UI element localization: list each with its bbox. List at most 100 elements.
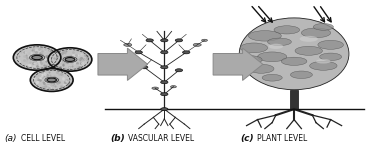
Point bbox=[29, 55, 35, 58]
Point bbox=[46, 51, 51, 53]
Point bbox=[37, 78, 43, 81]
Point bbox=[53, 58, 59, 61]
Point bbox=[50, 79, 55, 81]
Point bbox=[68, 57, 74, 60]
Point bbox=[34, 61, 40, 64]
Ellipse shape bbox=[13, 45, 61, 70]
Point bbox=[67, 56, 73, 59]
Ellipse shape bbox=[313, 24, 333, 30]
Point bbox=[59, 73, 65, 75]
Point bbox=[47, 79, 53, 81]
Point bbox=[50, 78, 56, 80]
Point bbox=[23, 59, 29, 62]
Point bbox=[62, 67, 68, 69]
Ellipse shape bbox=[30, 69, 73, 91]
Point bbox=[42, 57, 48, 60]
Point bbox=[28, 52, 34, 55]
Point bbox=[66, 65, 72, 68]
Point bbox=[41, 77, 47, 80]
Point bbox=[49, 78, 55, 80]
Point bbox=[16, 60, 22, 62]
Point bbox=[33, 58, 39, 60]
Ellipse shape bbox=[316, 59, 331, 64]
Point bbox=[71, 62, 77, 64]
Point bbox=[27, 61, 33, 64]
Point bbox=[65, 59, 71, 61]
Ellipse shape bbox=[193, 43, 201, 46]
Point bbox=[60, 78, 66, 80]
Point bbox=[60, 58, 66, 61]
Point bbox=[45, 79, 51, 82]
Point bbox=[44, 63, 50, 66]
Point bbox=[51, 61, 57, 63]
Point bbox=[58, 85, 64, 88]
Point bbox=[31, 65, 37, 67]
Point bbox=[31, 61, 37, 64]
Point bbox=[60, 64, 66, 66]
Point bbox=[28, 56, 33, 58]
Point bbox=[44, 74, 50, 76]
Point bbox=[75, 66, 80, 68]
Point bbox=[47, 80, 53, 83]
Point bbox=[57, 66, 62, 69]
Point bbox=[26, 52, 32, 54]
Point bbox=[76, 66, 82, 68]
Point bbox=[43, 60, 49, 63]
Circle shape bbox=[161, 51, 168, 54]
Point bbox=[39, 52, 45, 55]
Point bbox=[69, 58, 75, 61]
Circle shape bbox=[161, 81, 168, 84]
Point bbox=[34, 80, 40, 83]
Text: PLANT LEVEL: PLANT LEVEL bbox=[257, 134, 307, 143]
Point bbox=[35, 59, 41, 61]
Point bbox=[32, 59, 37, 62]
Point bbox=[25, 65, 31, 67]
Point bbox=[34, 77, 40, 80]
Point bbox=[48, 76, 54, 79]
Point bbox=[68, 54, 74, 57]
Point bbox=[47, 80, 53, 82]
Point bbox=[35, 59, 41, 62]
Point bbox=[45, 52, 51, 55]
Point bbox=[53, 63, 59, 65]
Point bbox=[69, 55, 75, 57]
Point bbox=[30, 57, 36, 59]
Text: (a): (a) bbox=[4, 134, 17, 143]
Point bbox=[72, 60, 77, 62]
Point bbox=[69, 60, 75, 62]
Point bbox=[32, 56, 37, 58]
Circle shape bbox=[47, 78, 57, 82]
Point bbox=[48, 84, 54, 86]
Point bbox=[48, 78, 54, 80]
Point bbox=[48, 79, 54, 82]
Point bbox=[36, 56, 41, 58]
Point bbox=[35, 57, 41, 59]
Point bbox=[17, 55, 22, 57]
Circle shape bbox=[175, 69, 183, 72]
Point bbox=[53, 63, 59, 66]
Point bbox=[63, 58, 69, 60]
Point bbox=[66, 58, 72, 61]
Point bbox=[62, 81, 68, 83]
Ellipse shape bbox=[127, 58, 136, 61]
Point bbox=[46, 70, 51, 73]
Ellipse shape bbox=[248, 64, 274, 73]
Point bbox=[37, 60, 43, 62]
Ellipse shape bbox=[121, 54, 127, 56]
Point bbox=[44, 82, 50, 84]
Point bbox=[82, 58, 88, 60]
Point bbox=[21, 51, 27, 53]
Ellipse shape bbox=[248, 31, 281, 41]
Point bbox=[59, 60, 65, 63]
Point bbox=[39, 75, 45, 77]
Point bbox=[49, 59, 55, 62]
Point bbox=[39, 58, 45, 61]
Point bbox=[38, 54, 44, 56]
Circle shape bbox=[161, 108, 168, 111]
Ellipse shape bbox=[124, 43, 132, 46]
Point bbox=[31, 76, 37, 79]
Point bbox=[58, 58, 64, 60]
Ellipse shape bbox=[258, 52, 287, 62]
Point bbox=[36, 55, 41, 58]
Point bbox=[63, 60, 69, 62]
